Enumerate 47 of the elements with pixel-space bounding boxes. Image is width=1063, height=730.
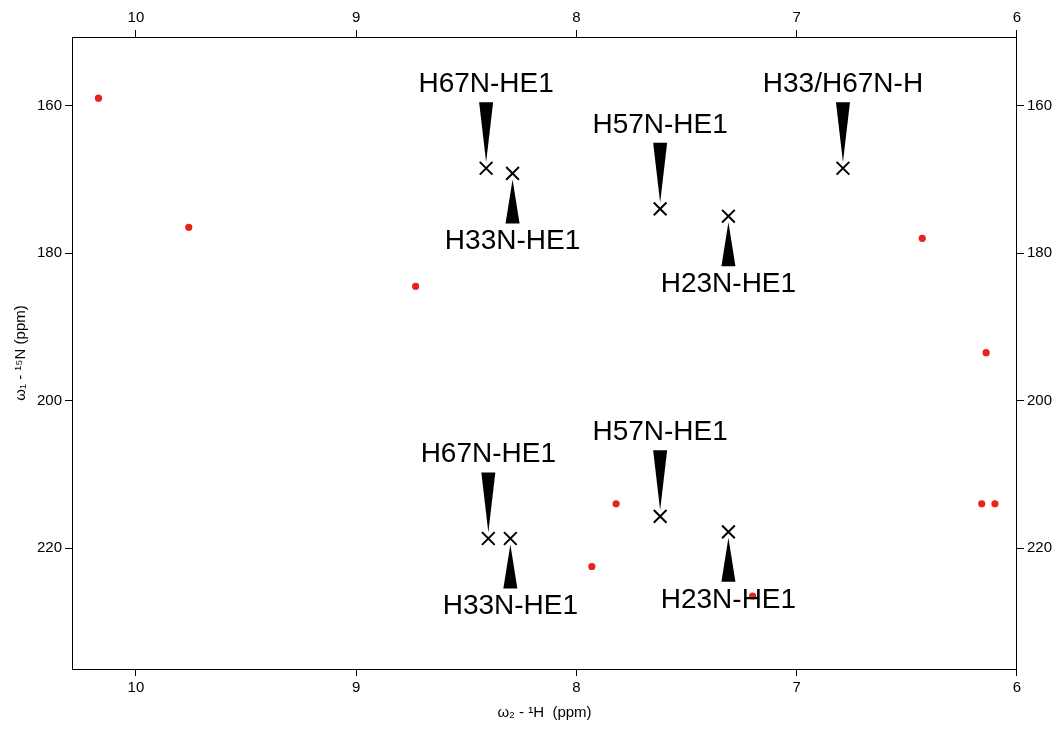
point <box>503 531 518 546</box>
y-tick-label: 180 <box>37 243 63 261</box>
x2-tick-label: 9 <box>352 8 361 26</box>
x-tick-label: 6 <box>1012 678 1022 696</box>
point <box>652 508 668 524</box>
x2-tick-label: 10 <box>127 8 145 26</box>
y-tick-label: 220 <box>37 538 63 556</box>
annotation: H23N-HE1 <box>660 582 797 614</box>
point <box>835 160 851 176</box>
x-tick-label: 9 <box>352 678 361 696</box>
x-tick-label: 10 <box>127 678 145 696</box>
y2-tick-label: 220 <box>1026 538 1052 556</box>
point <box>652 201 668 217</box>
y-tick-label: 200 <box>37 390 63 408</box>
point <box>612 500 620 508</box>
point <box>185 223 193 231</box>
point <box>412 282 420 290</box>
point <box>721 524 736 540</box>
annotation: H67N-HE1 <box>420 437 557 469</box>
point <box>721 208 736 224</box>
point <box>480 531 496 546</box>
x2-tick-label: 8 <box>572 8 581 26</box>
x2-tick-label: 7 <box>792 8 801 26</box>
x-tick-label: 7 <box>792 678 801 696</box>
annotation: H23N-HE1 <box>660 266 797 298</box>
point <box>478 160 494 176</box>
annotation: H33/H67N-H <box>762 66 924 98</box>
x-tick-label: 8 <box>572 678 581 696</box>
annotation: H33N-HE1 <box>444 224 581 256</box>
point <box>505 166 520 181</box>
y-axis-title: ω₁ - ¹⁵N (ppm) <box>11 305 29 401</box>
point <box>588 562 596 571</box>
x-axis-title: ω₂ - ¹H (ppm) <box>497 703 592 721</box>
y-tick-label: 160 <box>37 95 63 113</box>
point <box>94 94 103 102</box>
annotation: H33N-HE1 <box>442 589 579 621</box>
annotation: H67N-HE1 <box>418 66 554 98</box>
y2-tick-label: 160 <box>1026 95 1052 113</box>
x2-tick-label: 6 <box>1012 8 1022 26</box>
y2-tick-label: 200 <box>1026 390 1052 408</box>
point <box>982 349 990 357</box>
point <box>918 234 926 242</box>
point <box>991 500 999 508</box>
point <box>978 500 986 508</box>
y2-tick-label: 180 <box>1026 243 1052 261</box>
annotation: H57N-HE1 <box>592 107 728 139</box>
annotation: H57N-HE1 <box>592 415 728 447</box>
